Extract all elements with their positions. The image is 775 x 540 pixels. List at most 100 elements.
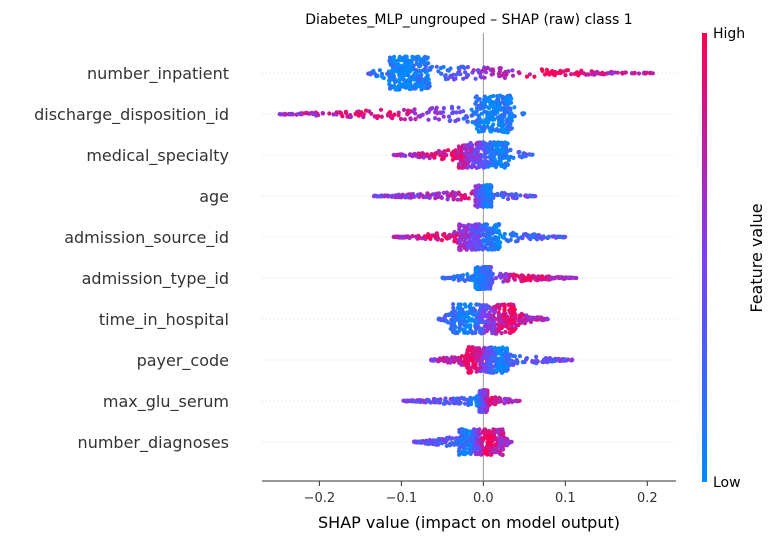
shap-point bbox=[544, 67, 550, 72]
shap-point bbox=[460, 354, 465, 359]
shap-point bbox=[503, 397, 508, 402]
shap-point bbox=[643, 71, 648, 76]
shap-point bbox=[504, 274, 509, 279]
shap-point bbox=[512, 354, 518, 359]
shap-point bbox=[461, 76, 466, 81]
shap-point bbox=[470, 228, 475, 233]
shap-point bbox=[453, 193, 458, 198]
shap-point bbox=[536, 232, 541, 238]
shap-point bbox=[506, 400, 511, 405]
shap-point bbox=[392, 58, 397, 63]
shap-point bbox=[482, 246, 488, 251]
shap-point bbox=[558, 357, 563, 363]
shap-point bbox=[485, 347, 490, 352]
shap-point bbox=[615, 70, 620, 75]
shap-point bbox=[473, 320, 479, 326]
shap-point bbox=[400, 192, 405, 197]
shap-point bbox=[493, 237, 498, 242]
shap-point bbox=[398, 76, 404, 81]
shap-point bbox=[455, 197, 460, 202]
shap-point bbox=[468, 365, 473, 370]
shap-point bbox=[456, 302, 461, 307]
shap-point bbox=[465, 361, 470, 366]
shap-point bbox=[375, 115, 380, 121]
shap-point bbox=[415, 75, 420, 80]
shap-point bbox=[502, 401, 507, 406]
shap-point bbox=[331, 112, 336, 117]
shap-point bbox=[482, 368, 487, 373]
shap-point bbox=[471, 273, 476, 278]
shap-point bbox=[492, 396, 497, 401]
shap-point bbox=[504, 346, 509, 351]
shap-point bbox=[388, 85, 393, 90]
shap-point bbox=[401, 234, 406, 239]
shap-point bbox=[486, 305, 491, 310]
shap-point bbox=[501, 313, 506, 318]
shap-point bbox=[490, 127, 495, 132]
shap-point bbox=[493, 442, 498, 447]
shap-point bbox=[620, 71, 625, 76]
shap-point bbox=[475, 194, 480, 199]
shap-point bbox=[475, 229, 480, 234]
shap-point bbox=[476, 347, 481, 352]
shap-point bbox=[527, 72, 533, 77]
shap-point bbox=[408, 152, 413, 158]
shap-point bbox=[489, 151, 494, 156]
shap-point bbox=[502, 75, 507, 80]
shap-point bbox=[477, 447, 482, 452]
shap-point bbox=[497, 153, 502, 158]
shap-point bbox=[492, 109, 497, 114]
shap-point bbox=[557, 275, 562, 280]
shap-point bbox=[453, 309, 458, 314]
shap-point bbox=[495, 303, 500, 308]
shap-point bbox=[339, 112, 344, 117]
shap-point bbox=[438, 317, 443, 323]
shap-point bbox=[361, 113, 366, 118]
shap-point bbox=[476, 124, 481, 129]
shap-point bbox=[426, 232, 431, 237]
shap-point bbox=[518, 275, 524, 281]
shap-point bbox=[487, 285, 492, 290]
shap-point bbox=[483, 448, 488, 453]
shap-point bbox=[609, 71, 615, 76]
shap-point bbox=[465, 65, 470, 70]
shap-point bbox=[481, 404, 486, 409]
shap-point bbox=[448, 441, 453, 446]
shap-point bbox=[419, 81, 424, 86]
shap-point bbox=[502, 163, 507, 168]
x-tick-label: 0.0 bbox=[473, 491, 494, 506]
shap-point bbox=[518, 313, 523, 318]
shap-point bbox=[468, 435, 473, 440]
shap-point bbox=[477, 409, 482, 414]
shap-point bbox=[469, 369, 474, 374]
shap-point bbox=[446, 275, 451, 281]
shap-point bbox=[473, 325, 479, 330]
shap-point bbox=[474, 315, 479, 320]
shap-point bbox=[536, 277, 541, 282]
shap-point bbox=[439, 357, 444, 362]
shap-point bbox=[436, 117, 442, 122]
shap-point bbox=[524, 357, 529, 362]
shap-point bbox=[403, 73, 408, 78]
shap-point bbox=[408, 117, 413, 122]
shap-point bbox=[380, 74, 385, 79]
shap-point bbox=[474, 109, 479, 114]
shap-point bbox=[505, 156, 510, 161]
shap-point bbox=[501, 154, 506, 159]
shap-point bbox=[486, 228, 492, 233]
shap-point bbox=[448, 397, 453, 402]
shap-point bbox=[488, 201, 493, 206]
shap-point bbox=[451, 77, 457, 82]
shap-point bbox=[423, 70, 428, 75]
shap-point bbox=[569, 72, 574, 77]
shap-point bbox=[532, 235, 538, 240]
shap-point bbox=[490, 355, 495, 360]
shap-point bbox=[464, 310, 470, 315]
shap-point bbox=[414, 58, 419, 63]
shap-point bbox=[480, 400, 485, 405]
shap-point bbox=[443, 73, 448, 78]
shap-point bbox=[396, 113, 401, 118]
shap-point bbox=[477, 162, 482, 167]
shap-point bbox=[479, 224, 484, 229]
shap-point bbox=[546, 234, 551, 239]
